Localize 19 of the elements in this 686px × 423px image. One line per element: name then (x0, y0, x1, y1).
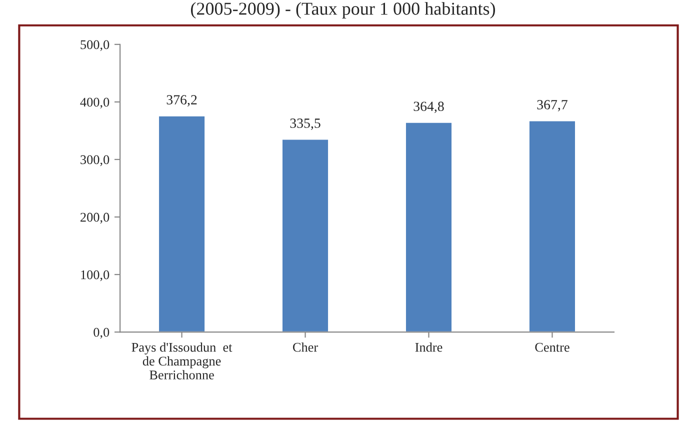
x-tick-label: Centre (535, 342, 570, 352)
y-tick-label: 300,0 (80, 155, 110, 166)
x-tick-label: Pays d'Issoudun et de Champagne Berrichonne (132, 342, 232, 380)
bar (281, 138, 330, 332)
y-tick-label: 0,0 (94, 328, 110, 339)
y-tick-label: 400,0 (80, 98, 110, 109)
x-tick-label: Indre (415, 342, 442, 352)
x-tick-label: Cher (292, 342, 318, 352)
data-label: 367,7 (537, 100, 568, 112)
data-label: 364,8 (414, 102, 444, 114)
data-label: 335,5 (290, 118, 320, 130)
chart-title: (2005-2009) - (Taux pour 1 000 habitants) (190, 2, 496, 18)
y-tick-label: 200,0 (80, 212, 110, 224)
y-tick-label: 500,0 (80, 40, 110, 52)
y-tick-label: 100,0 (81, 270, 110, 282)
bar (528, 120, 576, 332)
data-label: 376,2 (166, 95, 197, 106)
bar (158, 114, 206, 332)
bar (404, 122, 453, 332)
